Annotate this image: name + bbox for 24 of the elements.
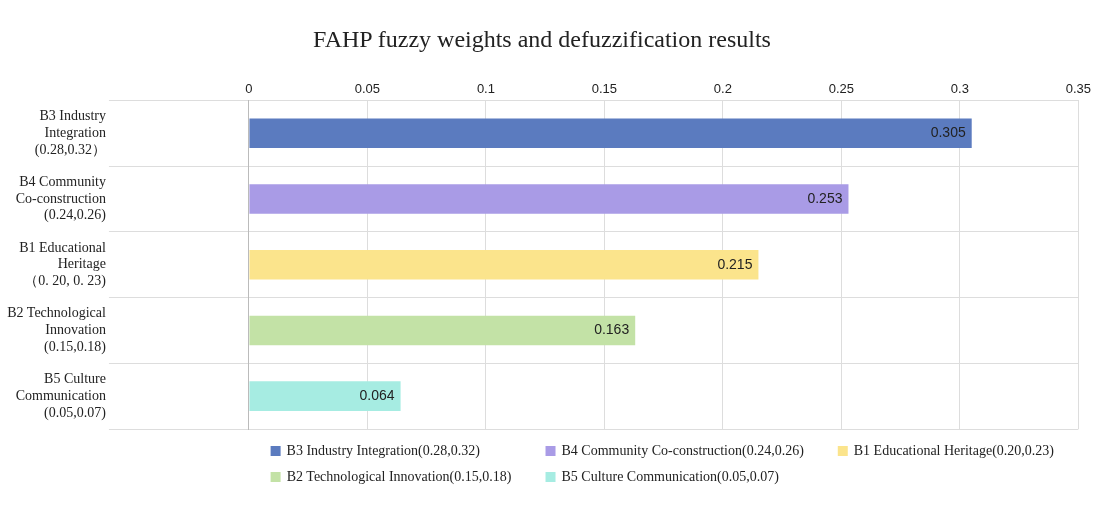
legend-label: B3 Industry Integration(0.28,0.32) bbox=[286, 442, 481, 459]
data-label: 0.305 bbox=[930, 124, 966, 141]
y-tick-label: B5 Culture Communication (0.05,0.07) bbox=[15, 371, 107, 421]
legend-label: B2 Technological Innovation(0.15,0.18) bbox=[286, 468, 512, 485]
chart-title: FAHP fuzzy weights and defuzzification results bbox=[313, 25, 771, 52]
legend-label: B4 Community Co-construction(0.24,0.26) bbox=[561, 442, 805, 459]
x-tick-label: 0.05 bbox=[354, 81, 381, 97]
y-tick-label: B4 Community Co-construction (0.24,0.26) bbox=[15, 173, 107, 224]
x-tick-label: 0.15 bbox=[591, 81, 618, 97]
legend-label: B1 Educational Heritage(0.20,0.23) bbox=[853, 442, 1055, 459]
x-tick-label: 0.25 bbox=[828, 81, 855, 97]
x-tick-label: 0.3 bbox=[950, 81, 969, 97]
x-tick-label: 0.35 bbox=[1065, 81, 1092, 97]
x-tick-label: 0 bbox=[245, 81, 253, 97]
data-label: 0.215 bbox=[717, 255, 753, 272]
y-tick-label: B1 Educational Heritage （0. 20, 0. 23) bbox=[19, 239, 107, 290]
data-label: 0.163 bbox=[594, 321, 630, 338]
x-tick-label: 0.1 bbox=[476, 81, 495, 97]
y-tick-label: B3 Industry Integration (0.28,0.32） bbox=[34, 108, 106, 158]
x-tick-label: 0.2 bbox=[713, 81, 732, 97]
y-tick-label: B2 Technological Innovation (0.15,0.18) bbox=[7, 305, 107, 355]
data-label: 0.064 bbox=[359, 387, 395, 403]
legend-label: B5 Culture Communication(0.05,0.07) bbox=[561, 468, 780, 485]
data-label: 0.253 bbox=[807, 189, 843, 206]
